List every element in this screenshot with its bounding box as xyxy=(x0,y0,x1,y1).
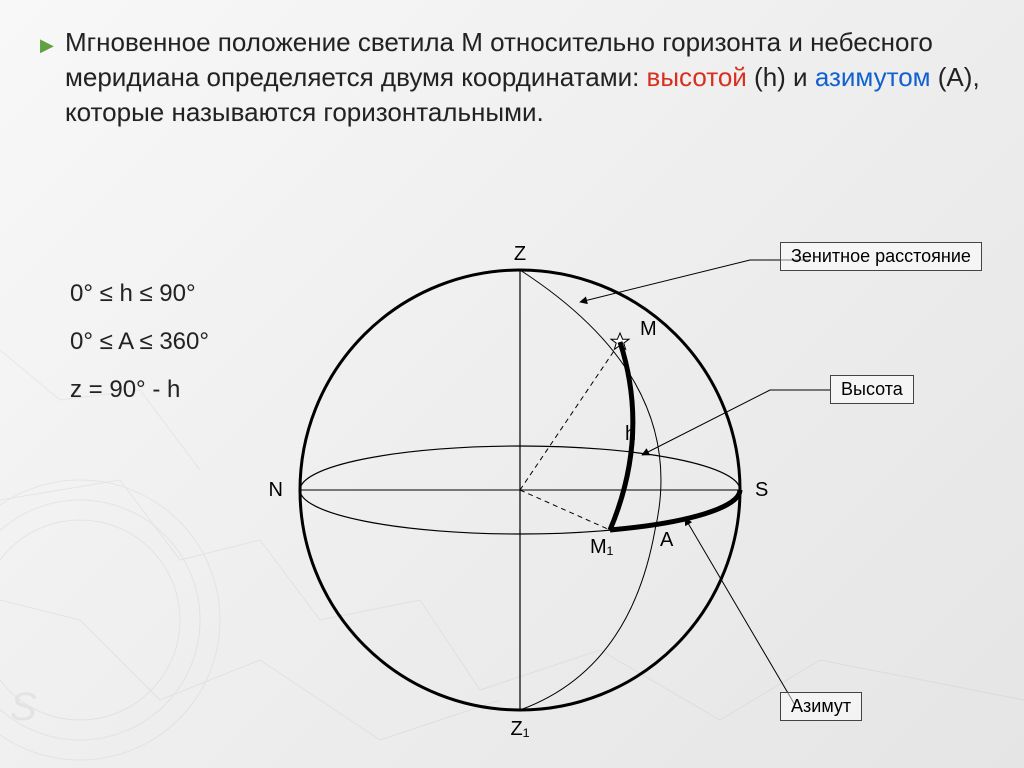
label-z: Z xyxy=(514,243,526,265)
header-azimuth-sym: (А) xyxy=(931,62,973,92)
leader-zenith-distance xyxy=(580,260,810,302)
label-z1: Z₁ xyxy=(511,718,530,740)
label-h: h xyxy=(625,423,636,445)
bullet-icon: ▶ xyxy=(40,35,54,56)
box-altitude-text: Высота xyxy=(841,379,903,399)
formula-a-range: 0° ≤ A ≤ 360° xyxy=(70,318,209,366)
box-azimuth: Азимут xyxy=(780,692,862,721)
label-n: N xyxy=(269,479,283,501)
label-s: S xyxy=(755,479,768,501)
label-m1: M₁ xyxy=(590,536,614,558)
label-a: A xyxy=(660,529,674,551)
formulas-block: 0° ≤ h ≤ 90° 0° ≤ A ≤ 360° z = 90° - h xyxy=(70,270,209,414)
header-altitude-sym: (h) xyxy=(747,62,786,92)
header-mid: и xyxy=(786,62,815,92)
box-zenith-distance-text: Зенитное расстояние xyxy=(791,246,971,266)
celestial-sphere-diagram: Z Z₁ N S M M₁ h A Зенитное расстояние Вы… xyxy=(250,230,790,768)
formula-h-range: 0° ≤ h ≤ 90° xyxy=(70,270,209,318)
svg-text:S: S xyxy=(10,685,37,729)
box-zenith-distance: Зенитное расстояние xyxy=(780,242,982,271)
header-altitude-term: высотой xyxy=(647,62,747,92)
label-m: M xyxy=(640,318,657,340)
header-text: Мгновенное положение светила М относител… xyxy=(65,25,984,130)
formula-z-def: z = 90° - h xyxy=(70,366,209,414)
radius-to-m xyxy=(520,342,620,490)
radius-to-m1 xyxy=(520,490,610,530)
box-altitude: Высота xyxy=(830,375,914,404)
leader-azimuth xyxy=(685,518,795,705)
azimuth-arc xyxy=(610,490,740,530)
box-azimuth-text: Азимут xyxy=(791,696,851,716)
header-azimuth-term: азимутом xyxy=(815,62,931,92)
